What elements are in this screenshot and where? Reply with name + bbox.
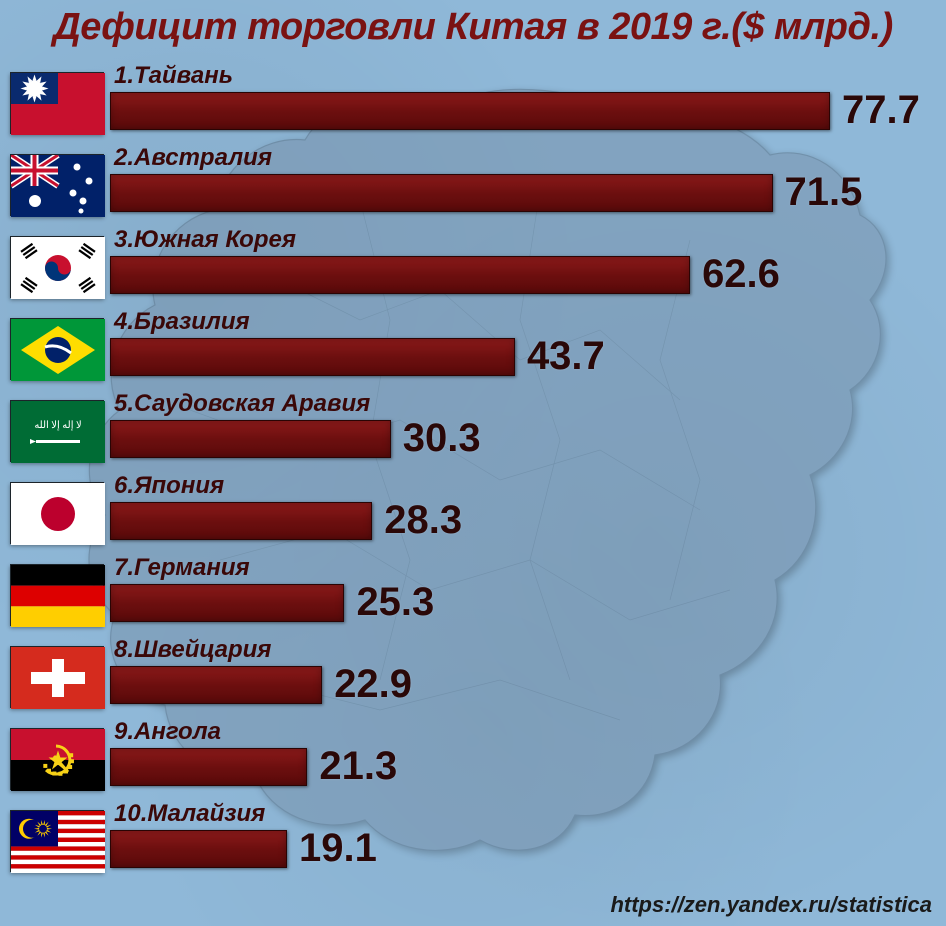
bar [110, 92, 830, 130]
row-value: 30.3 [403, 416, 481, 461]
row-value: 21.3 [319, 744, 397, 789]
row-label: 8.Швейцария [114, 636, 271, 664]
flag-taiwan-icon [10, 72, 104, 134]
bar-row: 1.Тайвань 77.7 [10, 62, 936, 144]
row-value: 22.9 [334, 662, 412, 707]
row-value: 25.3 [356, 580, 434, 625]
row-label: 3.Южная Корея [114, 226, 296, 254]
bar [110, 584, 344, 622]
flag-angola-icon [10, 728, 104, 790]
row-value: 43.7 [527, 334, 605, 379]
bar [110, 502, 372, 540]
flag-brazil-icon [10, 318, 104, 380]
flag-australia-icon [10, 154, 104, 216]
bar-row: 10.Малайзия 19.1 [10, 800, 936, 882]
bar-row: 2.Австралия 71.5 [10, 144, 936, 226]
bar [110, 338, 515, 376]
source-link: https://zen.yandex.ru/statistica [610, 892, 932, 918]
bar-row: لا إله إلا الله 5.Саудовская Аравия 30.3 [10, 390, 936, 472]
row-label: 5.Саудовская Аравия [114, 390, 370, 418]
row-label: 9.Ангола [114, 718, 221, 746]
row-label: 7.Германия [114, 554, 250, 582]
row-value: 62.6 [702, 252, 780, 297]
svg-text:لا إله إلا الله: لا إله إلا الله [34, 420, 81, 431]
chart-title: Дефицит торговли Китая в 2019 г.($ млрд.… [0, 6, 946, 49]
bar [110, 174, 773, 212]
flag-japan-icon [10, 482, 104, 544]
bar-row: 6.Япония 28.3 [10, 472, 936, 554]
row-label: 10.Малайзия [114, 800, 265, 828]
bar-row: 3.Южная Корея 62.6 [10, 226, 936, 308]
bar [110, 666, 322, 704]
row-value: 28.3 [384, 498, 462, 543]
row-value: 71.5 [785, 170, 863, 215]
flag-saudi-arabia-icon: لا إله إلا الله [10, 400, 104, 462]
row-value: 77.7 [842, 88, 920, 133]
bar [110, 830, 287, 868]
flag-south-korea-icon [10, 236, 104, 298]
flag-switzerland-icon [10, 646, 104, 708]
row-label: 1.Тайвань [114, 62, 233, 90]
bar-row: 8.Швейцария 22.9 [10, 636, 936, 718]
flag-germany-icon [10, 564, 104, 626]
row-label: 4.Бразилия [114, 308, 250, 336]
flag-malaysia-icon [10, 810, 104, 872]
row-label: 2.Австралия [114, 144, 272, 172]
bar [110, 420, 391, 458]
bar-row: 9.Ангола 21.3 [10, 718, 936, 800]
bar-row: 7.Германия 25.3 [10, 554, 936, 636]
bar-row: 4.Бразилия 43.7 [10, 308, 936, 390]
bar [110, 256, 690, 294]
bar [110, 748, 307, 786]
row-label: 6.Япония [114, 472, 224, 500]
bar-rows-container: 1.Тайвань 77.7 2.Австралия 71.5 3.Южная … [10, 62, 936, 882]
row-value: 19.1 [299, 826, 377, 871]
